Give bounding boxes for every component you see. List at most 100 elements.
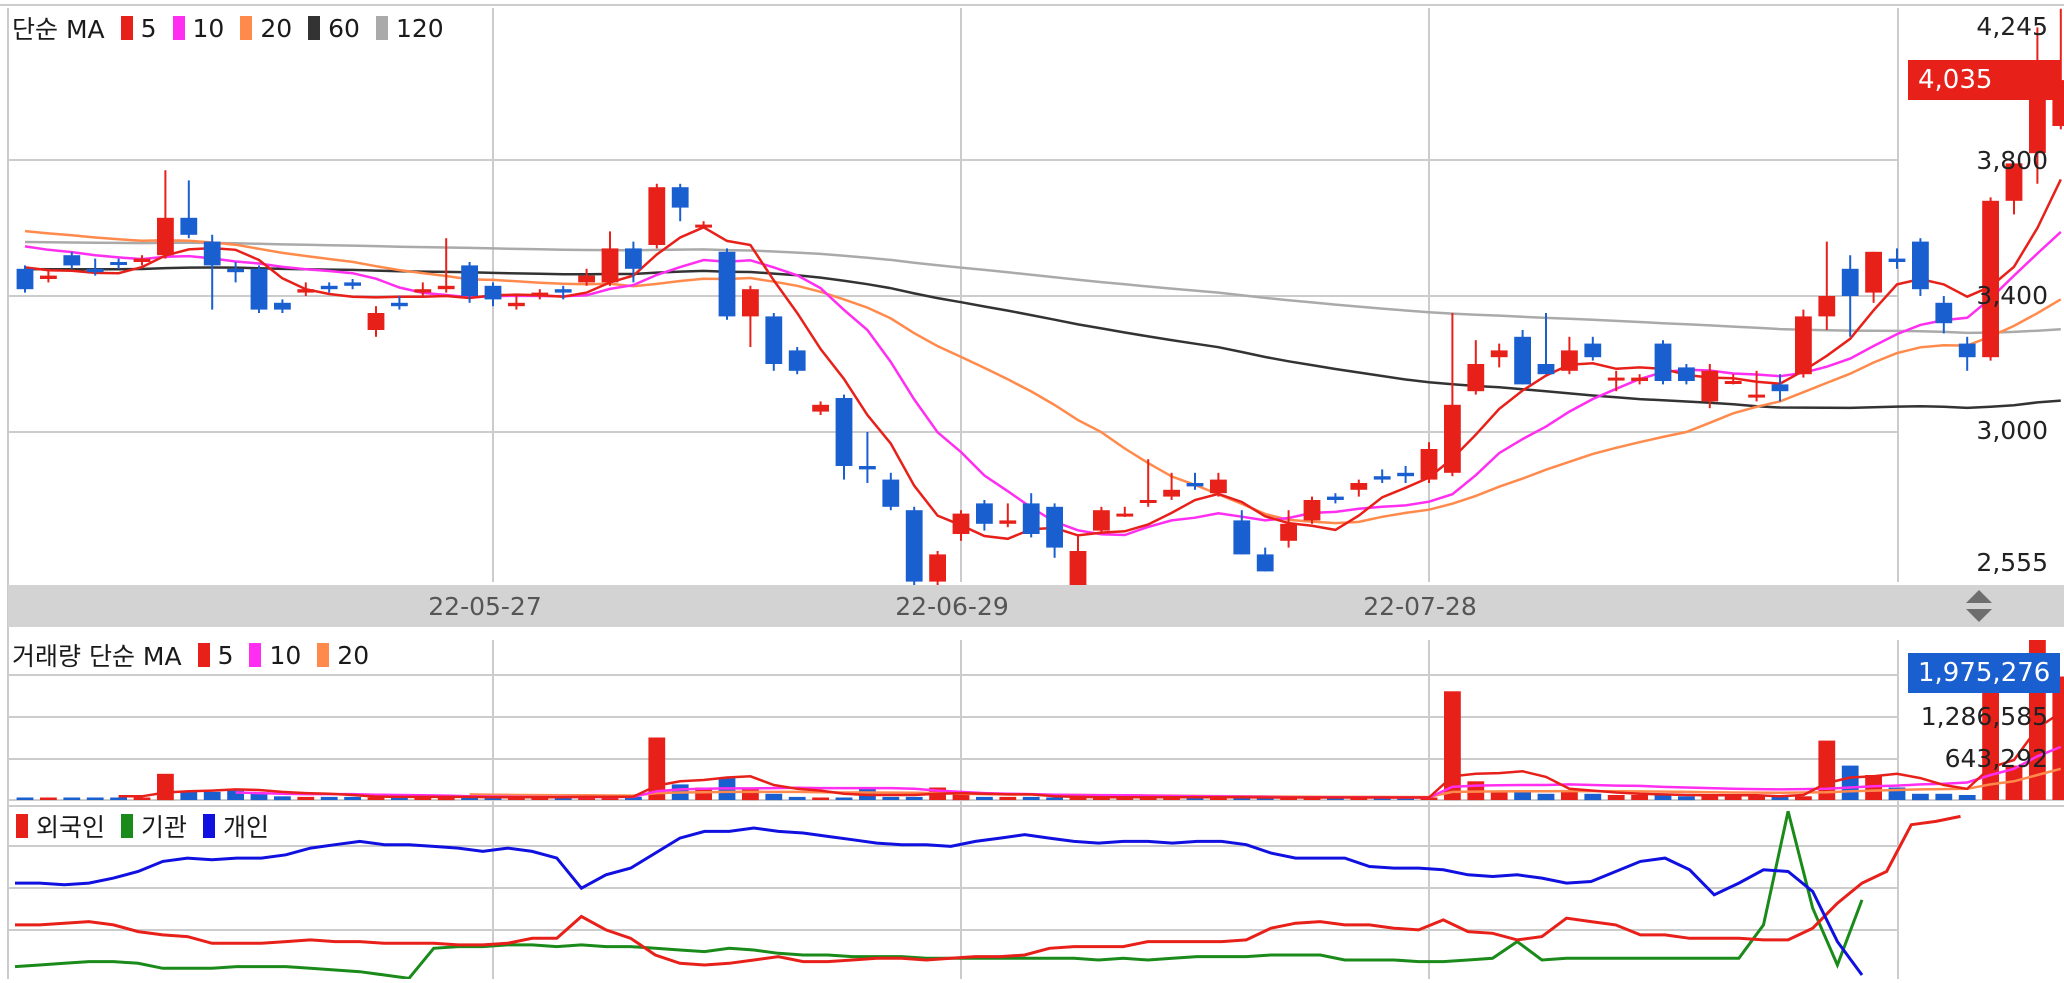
ma5-line (24, 178, 2062, 541)
volume-bar (110, 797, 127, 800)
ma5-label: 5 (140, 13, 157, 43)
panel-resize-handle-icon[interactable] (1964, 588, 1994, 624)
current-price-tag: 4,035 (1908, 60, 2060, 100)
ma10-swatch (172, 16, 185, 40)
ma5-swatch (120, 16, 133, 40)
volume-bar (976, 796, 993, 800)
candle-body (859, 466, 876, 470)
ma10-label: 10 (192, 13, 225, 43)
volume-bar (952, 793, 970, 801)
volume-bar (1139, 797, 1157, 800)
volume-bar (882, 796, 900, 800)
volume-bar (227, 790, 244, 800)
ma120-label: 120 (395, 13, 444, 43)
volume-bar (437, 796, 455, 801)
ma60-label: 60 (328, 13, 360, 43)
volume-bar (1116, 797, 1134, 800)
volume-bar (1631, 795, 1648, 800)
vol-ma20-label: 20 (337, 640, 370, 670)
volume-bar (1537, 793, 1555, 801)
candle-body (1116, 513, 1134, 517)
candle-body (1912, 241, 1929, 290)
candle-body (1303, 500, 1321, 521)
candle-body (905, 510, 923, 582)
candle-body (1795, 316, 1812, 375)
volume-bar (1958, 795, 1976, 800)
volume-bar (999, 796, 1017, 800)
candle-body (1748, 394, 1765, 398)
candle-body (671, 187, 689, 208)
volume-bar (1841, 765, 1859, 800)
candle-body (16, 268, 34, 290)
candle-body (1584, 343, 1602, 358)
vol-ma5-label: 5 (217, 640, 234, 670)
volume-bar (742, 788, 759, 801)
candle-body (157, 217, 174, 256)
volume-bar (1654, 795, 1672, 800)
price-legend: 단순 MA 5 10 20 60 120 (12, 10, 448, 46)
volume-bar (180, 790, 198, 800)
volume-bar (1561, 790, 1578, 800)
vol-ma5-swatch (197, 643, 210, 667)
volume-bar (1724, 795, 1742, 800)
candle-body (718, 251, 736, 317)
candle-body (86, 268, 104, 273)
volume-bar (2005, 765, 2023, 800)
date-label-2: 22-06-29 (895, 592, 1009, 621)
volume-legend-title: 거래량 단순 MA (12, 642, 182, 671)
candle-body (1631, 377, 1648, 381)
candle-body (274, 302, 291, 310)
volume-bar (86, 797, 104, 800)
volume-bar (1678, 796, 1695, 801)
candle-body (1069, 551, 1087, 585)
ma120-swatch (375, 16, 388, 40)
candle-body (1771, 384, 1789, 392)
candle-body (1186, 483, 1204, 487)
candle-body (1701, 370, 1719, 402)
candle-body (976, 503, 993, 524)
candle-body (1654, 343, 1672, 381)
candle-body (344, 282, 361, 286)
candle-body (461, 265, 478, 296)
volume-bar (1490, 790, 1508, 800)
candle-body (929, 554, 946, 582)
volume-bar (1256, 797, 1274, 800)
candle-body (882, 479, 900, 507)
candle-body (578, 275, 595, 283)
candle-body (1935, 302, 1953, 324)
individual-label: 개인 (223, 813, 270, 842)
candle-body (999, 520, 1017, 524)
volume-bar (554, 797, 572, 800)
candle-body (1561, 350, 1578, 371)
volume-bar (765, 793, 783, 801)
volume-bar (203, 791, 221, 800)
price-legend-title: 단순 MA (12, 15, 105, 44)
vol-ma10-label: 10 (269, 640, 302, 670)
candle-body (1865, 251, 1882, 293)
ma20-line (24, 229, 2062, 525)
candle-body (180, 217, 198, 235)
volume-axis-label-2: 643,292 (1944, 744, 2048, 773)
candle-body (1280, 523, 1297, 541)
candle-body (250, 268, 268, 310)
candle-body (320, 285, 338, 290)
candle-body (133, 258, 151, 262)
candle-body (391, 302, 408, 307)
volume-bar (367, 797, 385, 800)
candle-body (1888, 258, 1906, 262)
ma120-line (24, 240, 2061, 335)
candle-body (110, 262, 127, 265)
volume-bar (16, 797, 34, 800)
candle-body (788, 350, 806, 371)
candle-body (625, 248, 642, 269)
candle-body (648, 187, 666, 245)
foreign-label: 외국인 (36, 813, 106, 842)
institution-swatch (121, 814, 134, 838)
date-label-1: 22-05-27 (428, 592, 542, 621)
price-axis-label-2: 3,800 (1976, 146, 2048, 175)
volume-bar (788, 796, 806, 800)
investor-legend: 외국인 기관 개인 (4, 808, 273, 844)
individual-swatch (203, 814, 216, 838)
